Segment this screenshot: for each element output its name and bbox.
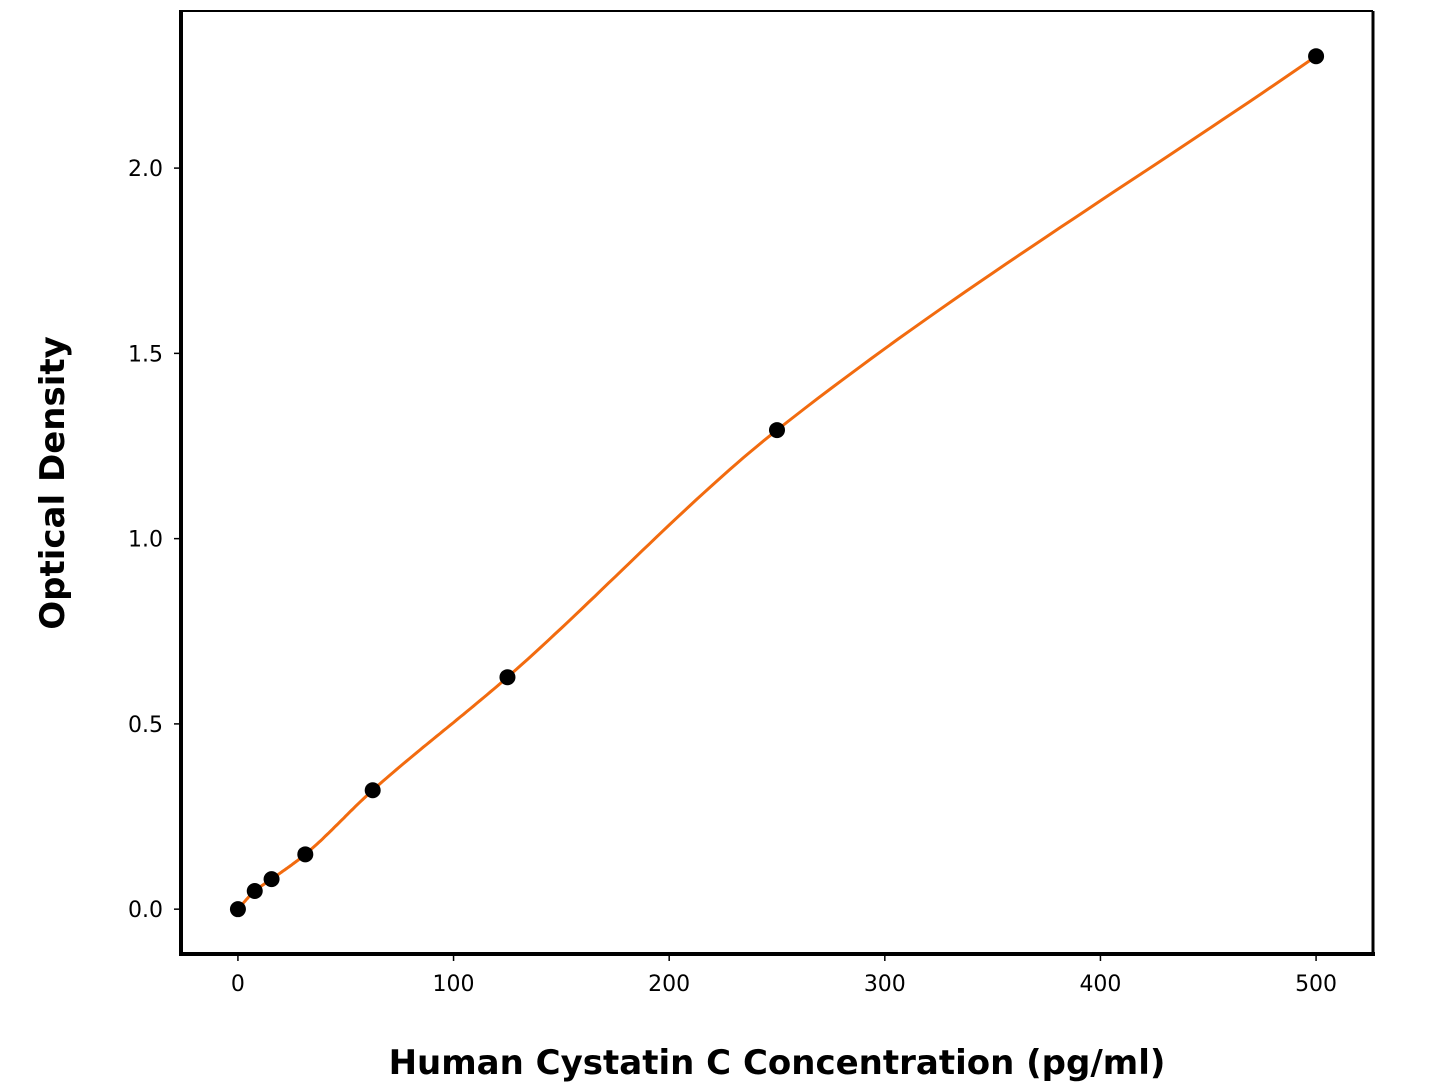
data-point bbox=[246, 883, 263, 900]
fit-curve bbox=[236, 54, 1317, 911]
x-tick-label: 500 bbox=[1295, 972, 1337, 997]
y-tick-label: 0.0 bbox=[128, 898, 163, 923]
data-point bbox=[769, 422, 785, 439]
x-tick-label: 200 bbox=[648, 972, 690, 997]
data-point bbox=[229, 901, 246, 918]
data-point bbox=[499, 669, 516, 686]
x-axis-label: Human Cystatin C Concentration (pg/ml) bbox=[389, 1043, 1166, 1083]
data-points bbox=[229, 48, 1325, 918]
x-tick-label: 300 bbox=[864, 972, 906, 997]
data-point bbox=[364, 782, 381, 799]
plot-frame bbox=[179, 10, 1375, 956]
data-point bbox=[297, 846, 314, 863]
y-tick-label: 1.5 bbox=[128, 342, 163, 367]
data-point bbox=[263, 871, 280, 888]
data-point bbox=[1308, 48, 1325, 65]
x-tick-label: 0 bbox=[231, 972, 245, 997]
y-axis-label: Optical Density bbox=[33, 336, 73, 630]
y-axis-ticks: 0.0 0.5 1.0 1.5 2.0 bbox=[128, 157, 181, 923]
y-tick-label: 2.0 bbox=[128, 157, 163, 182]
x-axis-ticks: 0 100 200 300 400 500 bbox=[231, 954, 1337, 997]
x-tick-label: 400 bbox=[1079, 972, 1121, 997]
y-tick-label: 0.5 bbox=[128, 713, 163, 738]
y-tick-label: 1.0 bbox=[128, 528, 163, 553]
x-tick-label: 100 bbox=[433, 972, 475, 997]
